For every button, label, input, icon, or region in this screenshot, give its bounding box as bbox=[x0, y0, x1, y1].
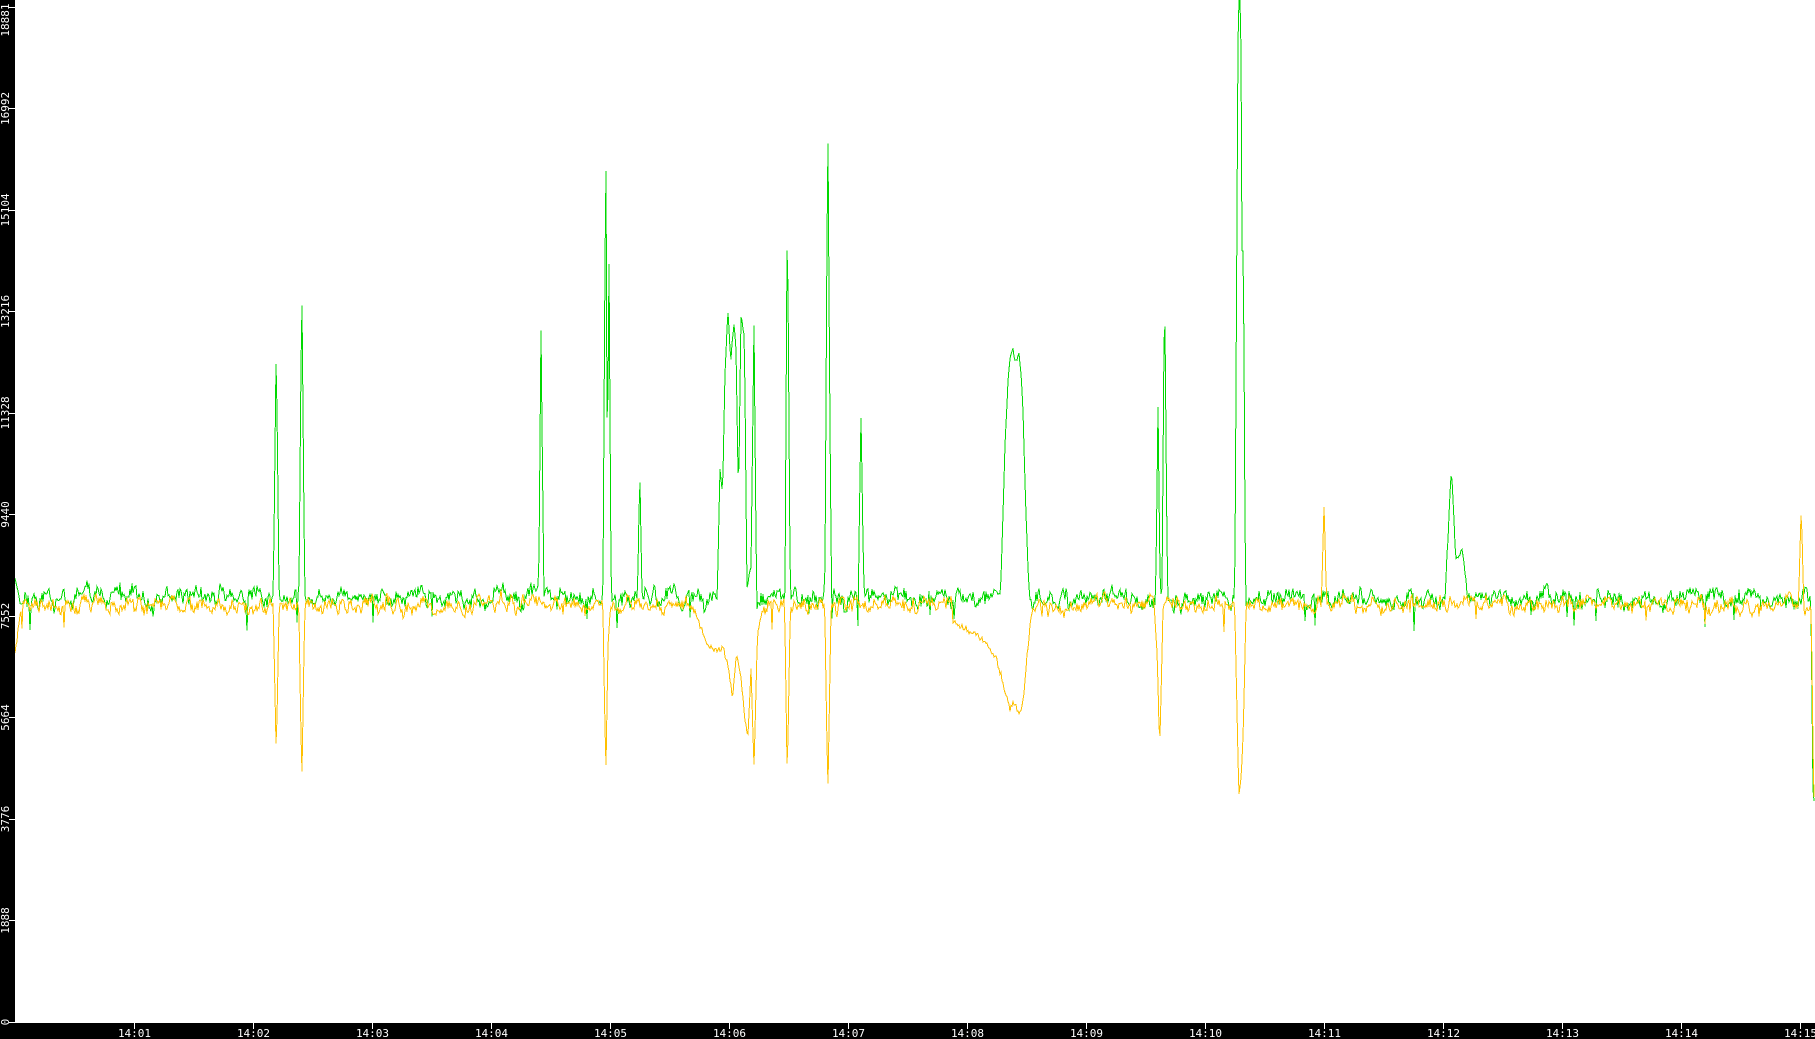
x-axis-label: 14:08 bbox=[951, 1027, 984, 1039]
x-axis-label: 14:13 bbox=[1546, 1027, 1579, 1039]
series-orange-line bbox=[14, 506, 1815, 797]
y-axis-label: 1888 bbox=[0, 907, 12, 934]
x-axis-label: 14:09 bbox=[1070, 1027, 1103, 1039]
x-axis-label: 14:04 bbox=[475, 1027, 508, 1039]
x-axis-bar bbox=[0, 1023, 1815, 1039]
y-axis-label: 5664 bbox=[0, 704, 12, 731]
x-axis-label: 14:06 bbox=[713, 1027, 746, 1039]
y-axis-label: 0 bbox=[0, 1019, 12, 1026]
x-axis-label: 14:01 bbox=[118, 1027, 151, 1039]
y-axis-label: 7552 bbox=[0, 603, 12, 630]
x-axis-label: 14:03 bbox=[356, 1027, 389, 1039]
x-axis-label: 14:14 bbox=[1665, 1027, 1698, 1039]
x-axis: 14:01 14:02 14:03 14:04 14:05 14:06 14:07 14:08… bbox=[118, 1022, 1815, 1039]
x-axis-label: 14:07 bbox=[832, 1027, 865, 1039]
x-axis-label: 14:11 bbox=[1308, 1027, 1341, 1039]
y-axis-label: 18881 bbox=[0, 3, 12, 36]
y-axis-label: 15104 bbox=[0, 193, 12, 226]
x-axis-label: 14:02 bbox=[237, 1027, 270, 1039]
x-axis-label: 14:05 bbox=[594, 1027, 627, 1039]
y-axis-bar bbox=[0, 0, 15, 1039]
y-axis-label: 13216 bbox=[0, 295, 12, 328]
x-axis-label: 14:15 bbox=[1784, 1027, 1815, 1039]
y-axis: 0 1888 3776 5664 7552 9440 11328 13216 15104 1699… bbox=[0, 3, 15, 1025]
x-axis-label: 14:10 bbox=[1189, 1027, 1222, 1039]
y-axis-label: 16992 bbox=[0, 92, 12, 125]
y-axis-label: 11328 bbox=[0, 396, 12, 429]
y-axis-label: 3776 bbox=[0, 806, 12, 833]
y-axis-label: 9440 bbox=[0, 501, 12, 528]
x-axis-label: 14:12 bbox=[1427, 1027, 1460, 1039]
